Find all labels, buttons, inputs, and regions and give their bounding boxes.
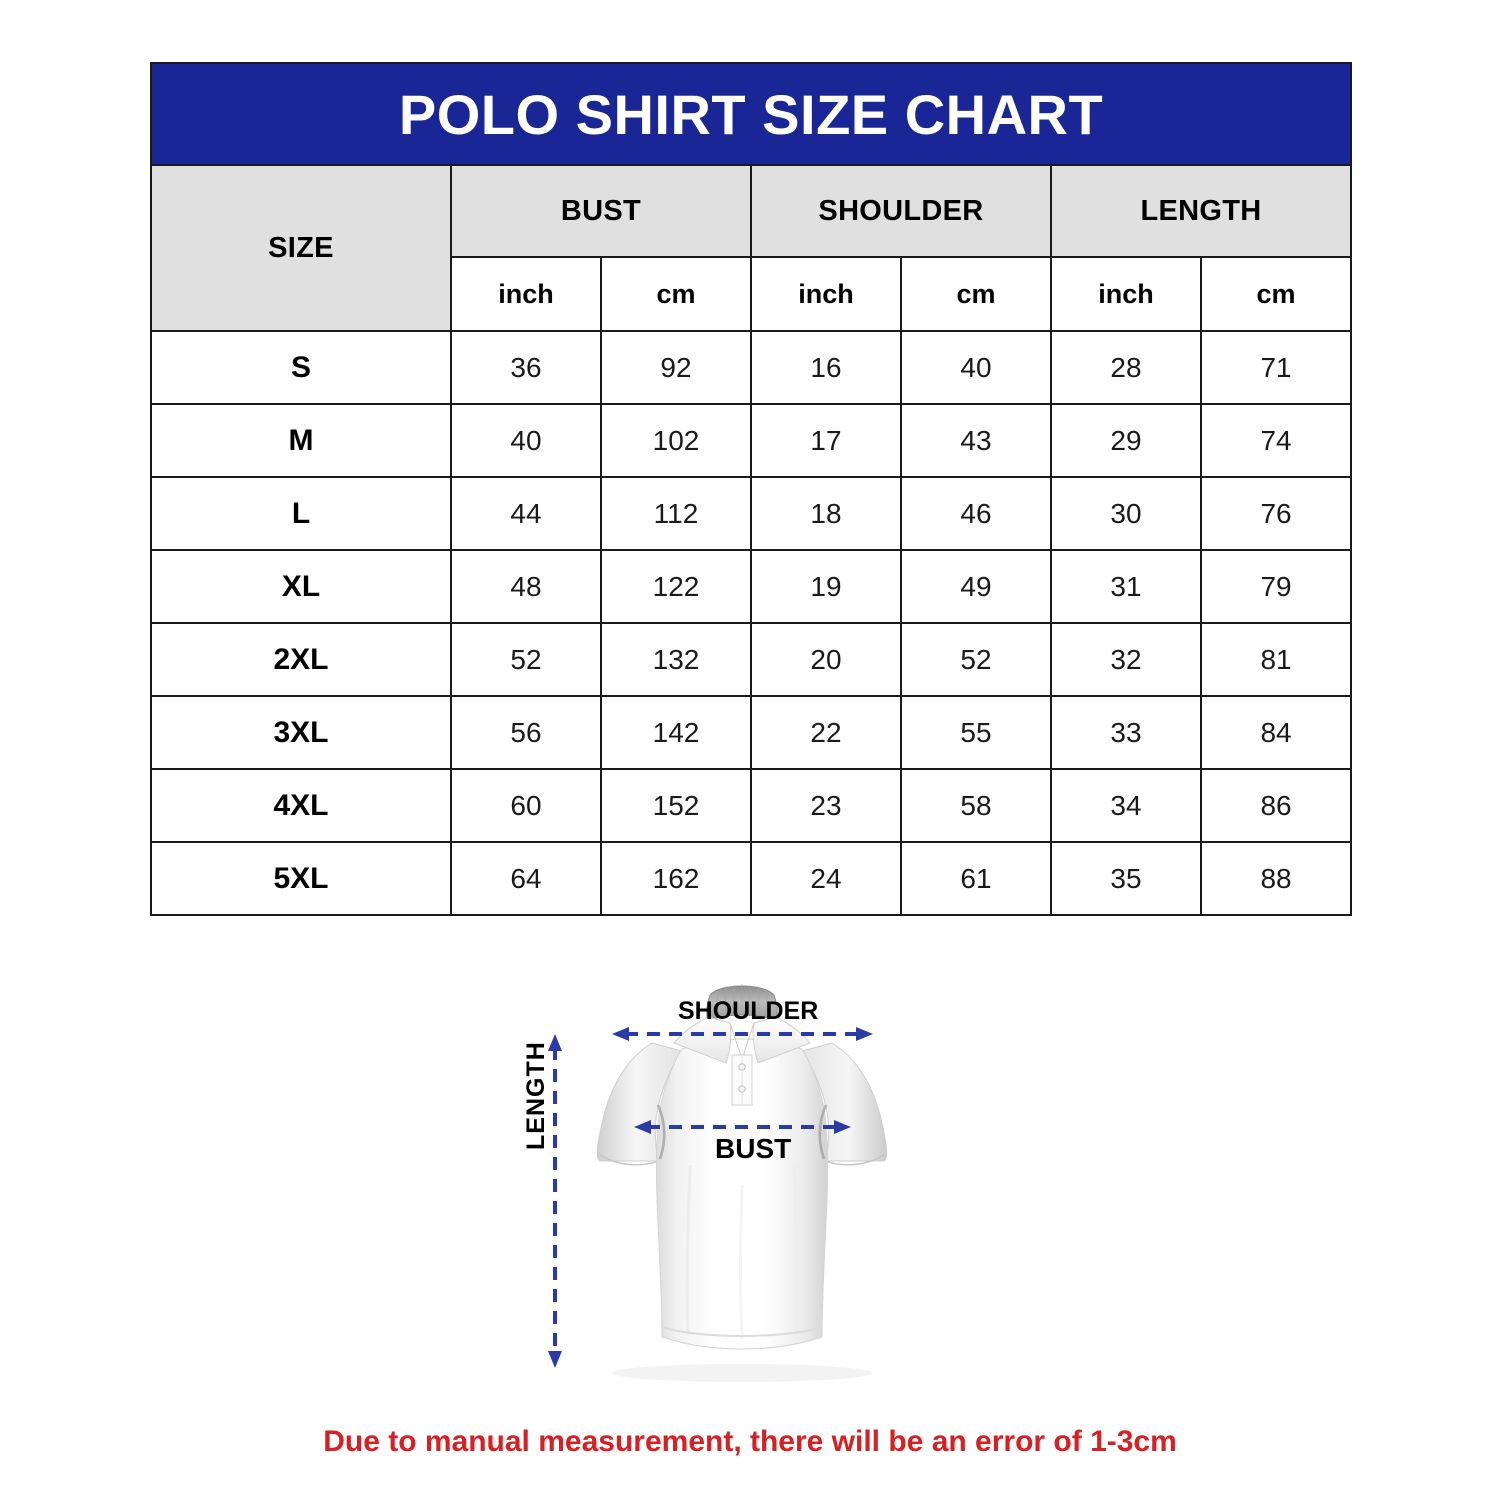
polo-shirt-illustration: [548, 984, 888, 1382]
cell-bust-inch: 36: [450, 330, 602, 405]
column-header-size: SIZE: [150, 164, 452, 332]
cell-shoulder-inch: 22: [750, 695, 902, 770]
cell-length-cm: 71: [1199, 330, 1353, 405]
cell-size: M: [150, 403, 452, 478]
unit-header-length-inch: inch: [1050, 256, 1202, 332]
cell-bust-inch: 52: [450, 622, 602, 697]
cell-bust-inch: 64: [450, 841, 602, 916]
cell-shoulder-inch: 24: [750, 841, 902, 916]
unit-header-shoulder-inch: inch: [750, 256, 902, 332]
cell-bust-cm: 152: [600, 768, 752, 843]
cell-bust-inch: 56: [450, 695, 602, 770]
cell-bust-inch: 60: [450, 768, 602, 843]
cell-bust-cm: 122: [600, 549, 752, 624]
cell-bust-cm: 162: [600, 841, 752, 916]
cell-length-inch: 34: [1050, 768, 1202, 843]
column-header-shoulder: SHOULDER: [750, 164, 1052, 258]
cell-length-inch: 35: [1050, 841, 1202, 916]
unit-header-bust-inch: inch: [450, 256, 602, 332]
unit-header-bust-cm: cm: [600, 256, 752, 332]
length-measure-arrow: [548, 1034, 562, 1368]
table-row: 2XL 52 132 20 52 32 81: [150, 622, 1353, 697]
bust-measure-arrow: [634, 1120, 851, 1134]
cell-length-cm: 86: [1199, 768, 1353, 843]
cell-bust-cm: 102: [600, 403, 752, 478]
cell-bust-cm: 112: [600, 476, 752, 551]
shoulder-dimension-label: SHOULDER: [678, 997, 819, 1025]
column-header-length: LENGTH: [1049, 164, 1353, 258]
unit-header-shoulder-cm: cm: [900, 256, 1052, 332]
cell-size: 4XL: [150, 768, 452, 843]
cell-shoulder-inch: 19: [750, 549, 902, 624]
cell-shoulder-cm: 43: [900, 403, 1052, 478]
size-chart-table: POLO SHIRT SIZE CHART SIZE BUST SHOULDER…: [149, 62, 1353, 916]
cell-length-inch: 33: [1050, 695, 1202, 770]
cell-bust-inch: 40: [450, 403, 602, 478]
table-row: 4XL 60 152 23 58 34 86: [150, 768, 1353, 843]
unit-header-row: inch cm inch cm inch cm: [151, 256, 1353, 332]
cell-length-cm: 84: [1199, 695, 1353, 770]
cell-length-cm: 81: [1199, 622, 1353, 697]
table-row: 5XL 64 162 24 61 35 88: [150, 841, 1353, 916]
cell-size: 2XL: [150, 622, 452, 697]
cell-length-cm: 74: [1199, 403, 1353, 478]
cell-shoulder-cm: 46: [900, 476, 1052, 551]
cell-bust-inch: 48: [450, 549, 602, 624]
table-row: 3XL 56 142 22 55 33 84: [150, 695, 1353, 770]
cell-size: L: [150, 476, 452, 551]
group-header-row: SIZE BUST SHOULDER LENGTH: [150, 164, 1353, 332]
table-title-row: POLO SHIRT SIZE CHART: [149, 62, 1353, 166]
cell-shoulder-cm: 55: [900, 695, 1052, 770]
cell-size: 3XL: [150, 695, 452, 770]
table-row: S 36 92 16 40 28 71: [150, 330, 1353, 405]
page-title: POLO SHIRT SIZE CHART: [149, 62, 1353, 166]
cell-bust-inch: 44: [450, 476, 602, 551]
measurement-diagram: SHOULDER BUST LENGTH: [522, 955, 950, 1385]
cell-length-cm: 76: [1199, 476, 1353, 551]
cell-length-inch: 31: [1050, 549, 1202, 624]
cell-shoulder-cm: 49: [900, 549, 1052, 624]
cell-shoulder-inch: 16: [750, 330, 902, 405]
table-row: M 40 102 17 43 29 74: [150, 403, 1353, 478]
cell-shoulder-cm: 61: [900, 841, 1052, 916]
cell-shoulder-cm: 58: [900, 768, 1052, 843]
shoulder-measure-arrow: [612, 1027, 873, 1041]
cell-bust-cm: 132: [600, 622, 752, 697]
column-header-bust: BUST: [450, 164, 752, 258]
cell-size: S: [150, 330, 452, 405]
size-chart-table-container: POLO SHIRT SIZE CHART SIZE BUST SHOULDER…: [149, 62, 1353, 916]
cell-shoulder-inch: 18: [750, 476, 902, 551]
cell-shoulder-inch: 17: [750, 403, 902, 478]
cell-length-cm: 88: [1199, 841, 1353, 916]
cell-bust-cm: 92: [600, 330, 752, 405]
measurement-disclaimer: Due to manual measurement, there will be…: [323, 1425, 1177, 1458]
cell-length-inch: 32: [1050, 622, 1202, 697]
unit-header-length-cm: cm: [1199, 256, 1353, 332]
table-row: L 44 112 18 46 30 76: [150, 476, 1353, 551]
length-dimension-label: LENGTH: [522, 1041, 550, 1150]
cell-size: 5XL: [150, 841, 452, 916]
cell-length-inch: 30: [1050, 476, 1202, 551]
cell-size: XL: [150, 549, 452, 624]
table-row: XL 48 122 19 49 31 79: [150, 549, 1353, 624]
cell-bust-cm: 142: [600, 695, 752, 770]
cell-length-inch: 29: [1050, 403, 1202, 478]
cell-length-cm: 79: [1199, 549, 1353, 624]
cell-shoulder-cm: 40: [900, 330, 1052, 405]
cell-shoulder-inch: 23: [750, 768, 902, 843]
bust-dimension-label: BUST: [715, 1133, 792, 1164]
cell-shoulder-inch: 20: [750, 622, 902, 697]
cell-length-inch: 28: [1050, 330, 1202, 405]
cell-shoulder-cm: 52: [900, 622, 1052, 697]
